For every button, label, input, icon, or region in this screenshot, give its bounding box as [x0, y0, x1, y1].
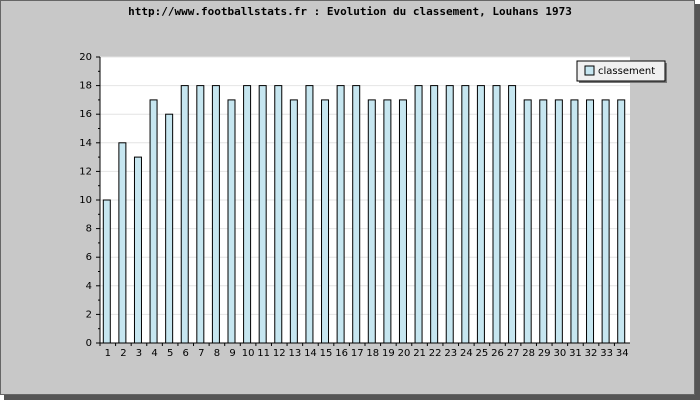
bar: [211, 85, 220, 344]
x-tick-label: 24: [460, 348, 473, 359]
x-tick-label: 1: [105, 348, 111, 359]
y-tick-label: 2: [86, 309, 92, 320]
y-tick-label: 12: [79, 166, 92, 177]
bar: [586, 99, 595, 344]
x-tick-label: 11: [257, 348, 270, 359]
bar: [321, 99, 330, 344]
x-tick-label: 32: [585, 348, 598, 359]
x-tick-label: 10: [242, 348, 255, 359]
bar: [539, 99, 548, 344]
x-tick-label: 33: [600, 348, 613, 359]
y-tick-label: 14: [79, 138, 92, 149]
x-tick-label: 6: [183, 348, 189, 359]
chart-title: http://www.footballstats.fr : Evolution …: [128, 5, 572, 18]
bar: [554, 99, 563, 344]
x-tick-label: 19: [382, 348, 395, 359]
x-tick-label: 4: [151, 348, 157, 359]
bar: [227, 99, 236, 344]
bar: [352, 85, 361, 344]
bar: [165, 113, 174, 344]
y-tick-label: 4: [86, 281, 92, 292]
bar: [289, 99, 298, 344]
x-tick-label: 13: [288, 348, 301, 359]
bar: [274, 85, 283, 344]
bar: [180, 85, 189, 344]
bar: [133, 156, 142, 344]
x-tick-label: 27: [507, 348, 520, 359]
bar: [383, 99, 392, 344]
x-tick-label: 3: [136, 348, 142, 359]
bar: [601, 99, 610, 344]
y-tick-label: 18: [79, 81, 92, 92]
x-tick-label: 30: [553, 348, 566, 359]
bar: [102, 199, 111, 344]
bar: [305, 85, 314, 344]
bar: [445, 85, 454, 344]
x-tick-label: 26: [491, 348, 504, 359]
x-tick-label: 16: [335, 348, 348, 359]
bar: [570, 99, 579, 344]
bar: [414, 85, 423, 344]
bar: [492, 85, 501, 344]
bar: [430, 85, 439, 344]
x-tick-label: 28: [522, 348, 535, 359]
x-tick-label: 12: [273, 348, 286, 359]
bar: [243, 85, 252, 344]
bar: [461, 85, 470, 344]
y-tick-label: 6: [86, 252, 92, 263]
x-tick-label: 22: [429, 348, 442, 359]
x-tick-label: 18: [366, 348, 379, 359]
bar: [523, 99, 532, 344]
x-tick-label: 20: [398, 348, 411, 359]
legend-label: classement: [598, 66, 655, 77]
legend-swatch: [584, 65, 595, 76]
x-tick-label: 2: [120, 348, 126, 359]
y-tick-label: 20: [79, 52, 92, 63]
x-tick-label: 25: [476, 348, 489, 359]
bar: [508, 85, 517, 344]
bar: [476, 85, 485, 344]
x-tick-label: 34: [616, 348, 629, 359]
x-tick-label: 7: [198, 348, 204, 359]
x-tick-label: 17: [351, 348, 364, 359]
bar: [398, 99, 407, 344]
bar: [149, 99, 158, 344]
y-tick-label: 0: [86, 338, 92, 349]
x-tick-label: 8: [214, 348, 220, 359]
bar: [196, 85, 205, 344]
x-tick-label: 21: [413, 348, 426, 359]
y-tick-label: 8: [86, 224, 92, 235]
bar: [118, 142, 127, 344]
x-tick-label: 9: [229, 348, 235, 359]
bar: [617, 99, 626, 344]
x-tick-label: 15: [320, 348, 333, 359]
bar: [367, 99, 376, 344]
bar: [258, 85, 267, 344]
legend-box: [576, 60, 666, 82]
bar: [336, 85, 345, 344]
x-tick-label: 14: [304, 348, 317, 359]
x-tick-label: 31: [569, 348, 582, 359]
y-tick-label: 10: [79, 195, 92, 206]
x-tick-label: 5: [167, 348, 173, 359]
x-tick-label: 29: [538, 348, 551, 359]
y-tick-label: 16: [79, 109, 92, 120]
x-tick-label: 23: [444, 348, 457, 359]
